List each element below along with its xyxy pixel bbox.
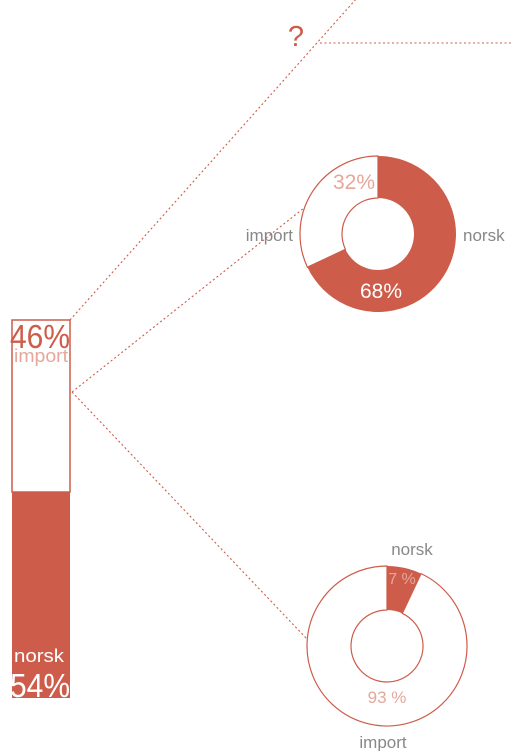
bar-import-label: import	[14, 346, 68, 366]
bar-segment-norsk	[12, 492, 70, 698]
bar-import-percent: 46%	[10, 318, 70, 355]
donut-bottom-slice-norsk	[387, 566, 422, 614]
donut-bottom-import-label: import	[359, 733, 407, 751]
donut-bottom-norsk-percent: 7 %	[388, 571, 416, 588]
donut-top-slice-norsk	[307, 156, 456, 312]
donut-top-norsk-label: norsk	[463, 226, 505, 245]
stacked-bar-chart: 46% import norsk 54%	[10, 318, 71, 704]
bar-norsk-label: norsk	[14, 646, 65, 666]
donut-top-import-label: import	[246, 226, 294, 245]
donut-top-norsk-percent: 68%	[360, 280, 402, 303]
donut-top-import-percent: 32%	[333, 171, 375, 194]
donut-bottom-import-percent: 93 %	[368, 688, 407, 707]
donut-chart-bottom: 7 % 93 % norsk import	[306, 540, 468, 751]
donut-bottom-norsk-label: norsk	[391, 540, 433, 559]
donut-bottom-slice-import	[306, 565, 468, 727]
bar-norsk-percent: 54%	[10, 667, 70, 704]
connector-bar-to-bottom-donut	[71, 391, 307, 639]
donut-chart-top: 32% 68% import norsk	[246, 155, 505, 312]
connector-lines	[69, 0, 511, 639]
question-mark: ?	[288, 21, 304, 53]
donut-top-slice-import	[299, 155, 379, 269]
